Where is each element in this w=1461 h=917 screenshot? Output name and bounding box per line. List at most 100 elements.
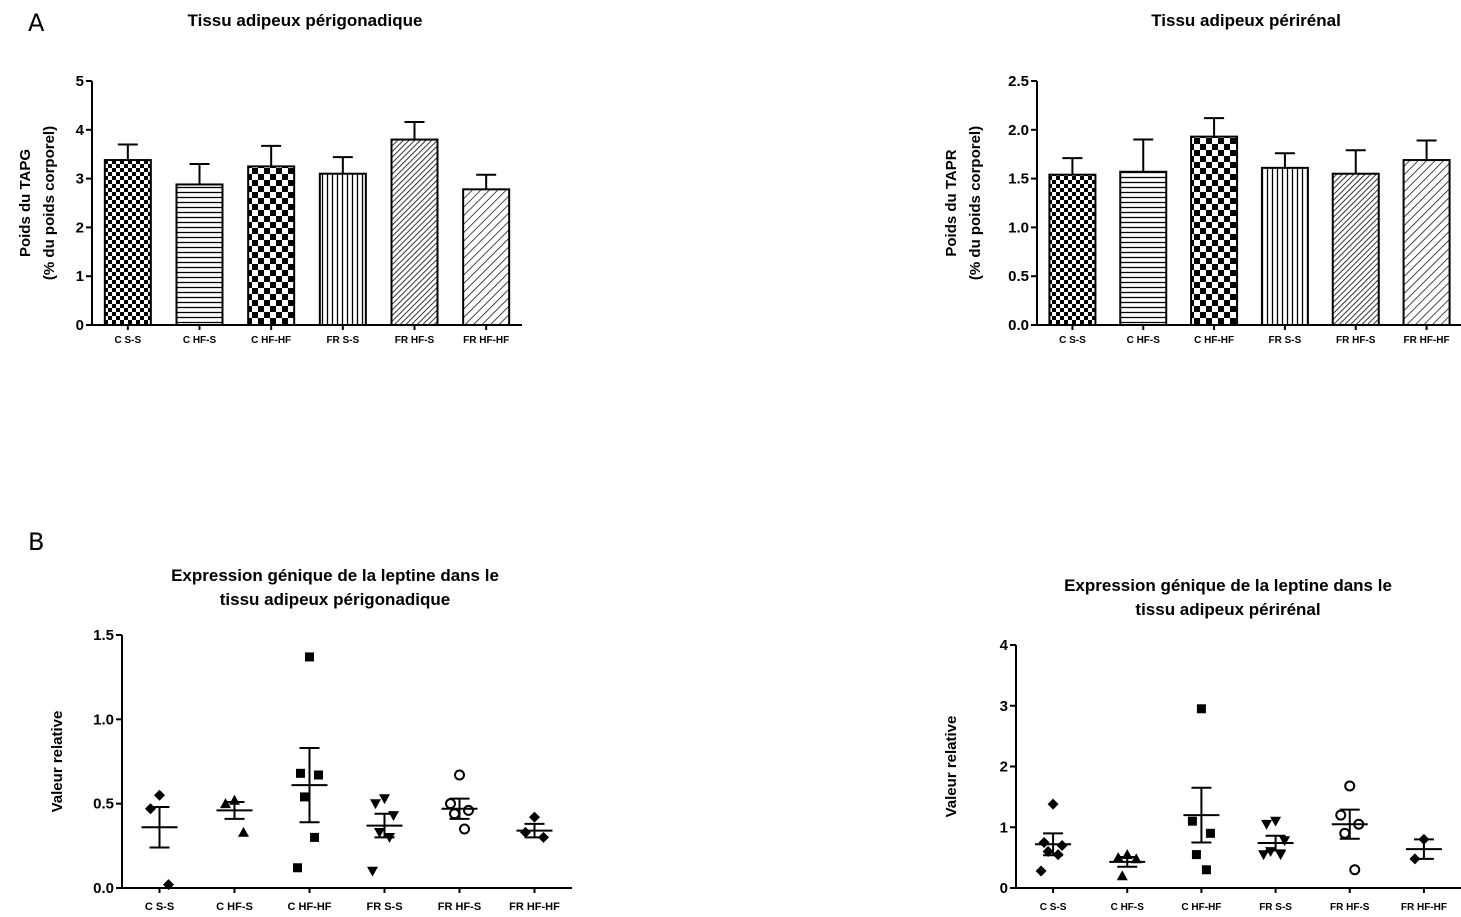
bar — [1048, 173, 1097, 326]
y-tick-label: 2 — [1000, 759, 1008, 776]
bar — [462, 188, 511, 326]
data-point — [1275, 850, 1287, 861]
chart-title: Tissu adipeux périgonadique — [188, 11, 423, 30]
y-tick-label: 1.5 — [1008, 171, 1029, 188]
x-category-label: C HF-HF — [1194, 335, 1234, 346]
y-axis-label: Valeur relative — [49, 711, 66, 813]
data-point — [300, 792, 309, 802]
x-category-label: C HF-S — [1111, 902, 1145, 913]
data-point — [1279, 836, 1291, 847]
chart-title-line: Expression génique de la leptine dans le — [1064, 576, 1392, 595]
bar — [103, 159, 152, 326]
data-point — [1187, 816, 1197, 826]
data-point — [293, 863, 302, 873]
y-tick-label: 2.5 — [1008, 73, 1029, 90]
data-point — [388, 811, 399, 821]
bar — [1190, 135, 1239, 326]
x-category-label: C S-S — [114, 335, 141, 346]
x-category-label: C HF-S — [183, 335, 217, 346]
data-point — [454, 769, 465, 781]
x-category-label: FR HF-HF — [1404, 335, 1450, 346]
bar — [175, 183, 224, 326]
data-point — [1201, 865, 1211, 875]
y-axis-label: Valeur relative — [943, 716, 960, 818]
y-tick-label: 0 — [76, 317, 84, 334]
x-category-label: FR HF-HF — [1401, 902, 1447, 913]
data-point — [1116, 870, 1128, 881]
data-point — [238, 826, 249, 837]
data-point — [1261, 819, 1273, 830]
x-category-label: FR S-S — [1259, 902, 1292, 913]
data-point — [379, 794, 390, 805]
y-tick-label: 1.0 — [1008, 219, 1029, 236]
x-category-label: FR HF-HF — [463, 335, 509, 346]
data-point — [305, 652, 314, 662]
x-category-label: C HF-HF — [1181, 902, 1221, 913]
y-tick-label: 1 — [76, 268, 84, 285]
data-point — [374, 827, 385, 838]
y-axis-label: (% du poids corporel) — [41, 126, 58, 280]
x-category-label: FR S-S — [326, 335, 359, 346]
data-point — [1258, 850, 1270, 861]
x-category-label: FR S-S — [366, 901, 402, 913]
x-category-label: C S-S — [1059, 335, 1086, 346]
x-category-label: C S-S — [1040, 902, 1067, 913]
x-category-label: FR HF-S — [1336, 335, 1376, 346]
data-point — [296, 768, 305, 778]
data-point — [529, 811, 540, 823]
chart-leptin-tapr: 0 1 2 3 4 C S-S C HF-S C HF-HF FR S-S FR HF-S FR H… — [943, 576, 1461, 913]
x-category-label: FR HF-HF — [509, 901, 560, 913]
y-tick-label: 0.0 — [93, 880, 114, 897]
panel-label-a: A — [28, 9, 45, 37]
data-point — [1335, 809, 1347, 821]
bar — [1402, 159, 1451, 326]
y-axis-label: Poids du TAPG — [17, 149, 34, 257]
bar — [1331, 172, 1380, 326]
y-tick-label: 4 — [1000, 637, 1009, 654]
chart-title-line: tissu adipeux périrénal — [1135, 600, 1320, 619]
chart-tapg-weight: 0 1 2 3 4 5 C S-S C HF-S C HF-HF FR S-S FR HF-S FR … — [17, 11, 522, 346]
y-tick-label: 2.0 — [1008, 122, 1029, 139]
data-point — [145, 803, 156, 815]
data-point — [310, 832, 319, 842]
bar — [1260, 166, 1309, 326]
chart-tapr-weight: 0.0 0.5 1.0 1.5 2.0 2.5 C S-S C HF-S C HF-HF FR S… — [943, 11, 1461, 346]
data-point — [220, 798, 231, 809]
data-point — [370, 799, 381, 810]
x-category-label: FR HF-S — [395, 335, 435, 346]
chart-leptin-tapg: 0.0 0.5 1.0 1.5 C S-S C HF-S C HF-HF FR S-S FR H… — [49, 566, 572, 913]
data-point — [1056, 839, 1068, 851]
panel-label-b: B — [28, 528, 44, 556]
y-axis-label: (% du poids corporel) — [967, 126, 984, 280]
y-tick-label: 3 — [1000, 698, 1008, 715]
bar — [1119, 170, 1168, 326]
x-category-label: C S-S — [145, 901, 174, 913]
data-point — [1191, 850, 1201, 860]
chart-title-line: tissu adipeux périgonadique — [220, 590, 450, 609]
data-point — [367, 866, 378, 877]
chart-title-line: Expression génique de la leptine dans le — [171, 566, 499, 585]
y-tick-label: 0.5 — [93, 796, 114, 813]
y-tick-label: 0.5 — [1008, 268, 1029, 285]
bar — [318, 172, 367, 326]
bar — [390, 138, 439, 326]
x-category-label: FR HF-S — [438, 901, 481, 913]
data-point — [163, 879, 174, 891]
x-category-label: C HF-S — [1127, 335, 1161, 346]
data-point — [1344, 780, 1356, 792]
y-tick-label: 1.5 — [93, 627, 114, 644]
data-point — [459, 823, 470, 835]
x-category-label: C HF-S — [216, 901, 253, 913]
y-axis-label: Poids du TAPR — [943, 149, 960, 256]
x-category-label: FR S-S — [1269, 335, 1302, 346]
x-category-label: C HF-HF — [288, 901, 332, 913]
data-point — [1196, 704, 1206, 714]
data-point — [1047, 798, 1059, 810]
y-tick-label: 4 — [76, 122, 85, 139]
data-point — [463, 804, 474, 816]
data-point — [1130, 853, 1142, 864]
y-tick-label: 0 — [1000, 880, 1008, 897]
chart-title: Tissu adipeux périrénal — [1151, 11, 1341, 30]
data-point — [1339, 827, 1351, 839]
